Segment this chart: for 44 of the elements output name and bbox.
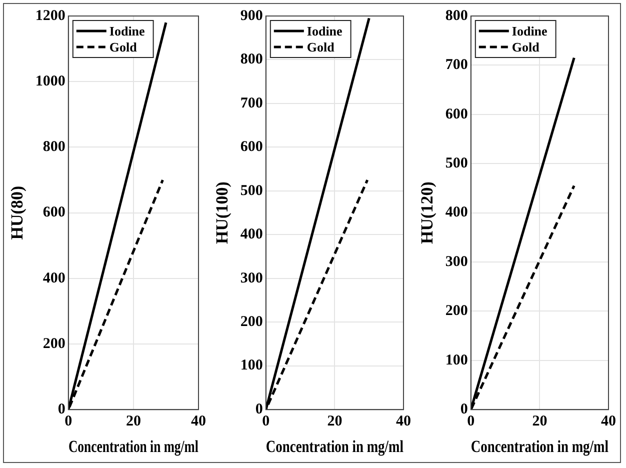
y-tick-label: 700 — [240, 95, 263, 112]
x-axis-title: Concentration in mg/ml — [470, 438, 608, 457]
legend-label: Gold — [306, 39, 336, 54]
x-tick-label: 20 — [126, 413, 141, 430]
y-tick-label: 500 — [445, 155, 468, 172]
y-tick-label: 800 — [240, 52, 263, 68]
x-tick-label: 20 — [532, 413, 548, 430]
y-tick-label: 500 — [240, 182, 263, 199]
x-axis-title: Concentration in mg/ml — [266, 438, 404, 457]
legend-label: Iodine — [109, 23, 146, 38]
y-tick-label: 300 — [240, 270, 263, 286]
y-tick-label: 900 — [240, 8, 263, 24]
y-tick-label: 600 — [445, 106, 468, 122]
legend-label: Gold — [109, 39, 138, 54]
y-tick-label: 100 — [445, 352, 468, 368]
x-tick-label: 40 — [396, 413, 411, 430]
y-tick-label: 0 — [460, 401, 468, 418]
y-axis-title: HU(100) — [212, 182, 232, 244]
y-tick-label: 700 — [445, 57, 468, 74]
y-tick-label: 600 — [42, 204, 66, 221]
y-tick-label: 200 — [445, 303, 468, 320]
y-tick-label: 400 — [445, 204, 468, 221]
y-tick-label: 800 — [445, 8, 468, 24]
y-tick-label: 0 — [255, 401, 263, 418]
y-tick-label: 800 — [42, 139, 66, 156]
y-tick-label: 200 — [240, 314, 263, 330]
x-tick-label: 40 — [601, 413, 616, 430]
x-tick-label: 20 — [327, 413, 342, 430]
legend-label: Iodine — [306, 23, 343, 38]
y-tick-label: 1000 — [35, 73, 66, 90]
y-tick-label: 400 — [42, 270, 66, 286]
legend-label: Iodine — [512, 23, 548, 38]
legend-label: Gold — [512, 39, 540, 54]
y-tick-label: 100 — [240, 358, 263, 374]
y-tick-label: 1200 — [35, 8, 66, 24]
y-tick-label: 200 — [42, 336, 66, 352]
y-tick-label: 0 — [58, 401, 66, 418]
y-axis-title: HU(120) — [418, 182, 437, 244]
y-tick-label: 300 — [445, 254, 468, 270]
x-axis-title: Concentration in mg/ml — [68, 438, 198, 457]
x-tick-label: 40 — [191, 413, 206, 430]
y-axis-title: HU(80) — [8, 186, 27, 240]
y-tick-label: 600 — [240, 139, 263, 156]
y-tick-label: 400 — [240, 226, 263, 243]
